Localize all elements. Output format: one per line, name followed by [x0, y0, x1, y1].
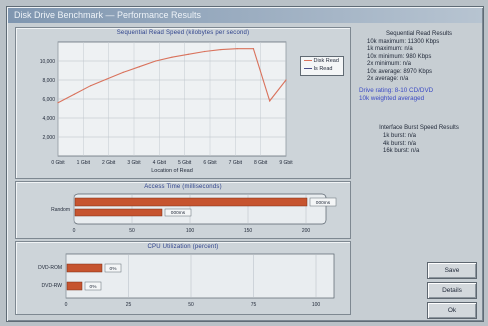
x-tick-label: 0 Gbit — [51, 160, 65, 166]
data-point — [73, 93, 75, 95]
access-time-chart: 0 50 100 150 200 Random 000ms 000ms — [51, 193, 337, 234]
sequential-results-list: 10k maximum: 11300 Kbps 1k maximum: n/a 10… — [359, 39, 479, 83]
legend-swatch-disk-read — [304, 60, 312, 62]
burst-results-list: 1k burst: n/a 4k burst: n/a 16k burst: n/a — [359, 133, 479, 155]
x-tick-label: 100 — [186, 228, 195, 234]
access-bar — [74, 208, 163, 217]
data-point — [106, 78, 108, 80]
bar-value-box — [164, 208, 192, 217]
access-time-title: Access Time (milliseconds) — [144, 184, 222, 190]
cpu-utilization-panel: CPU Utilization (percent) 0 25 50 75 100 DVD-… — [15, 241, 351, 315]
x-tick-label: 7 Gbit — [229, 160, 243, 166]
y-tick-label: 2,000 — [42, 135, 55, 141]
data-point — [57, 102, 59, 104]
x-tick-label: 3 Gbit — [127, 160, 141, 166]
bar-value-label: 000ms — [171, 210, 186, 216]
sequential-line-chart: 2,000 4,000 6,000 8,000 10,000 0 Gbit 1 Gbit 2 … — [40, 41, 293, 174]
access-time-panel: Access Time (milliseconds) 0 50 100 150 200 R… — [15, 181, 351, 239]
x-tick-label: 1 Gbit — [77, 160, 91, 166]
data-point — [236, 48, 238, 50]
burst-result-line: 16k burst: n/a — [383, 148, 420, 155]
burst-result-line: 1k burst: n/a — [383, 133, 417, 140]
sequential-chart-title: Sequential Read Speed (kilobytes per sec… — [116, 30, 250, 36]
bar-value-box — [309, 197, 337, 207]
sequential-result-line: 2x minimum: n/a — [367, 61, 412, 68]
cpu-bar — [66, 281, 83, 291]
sequential-result-line: 10k maximum: 11300 Kbps — [367, 39, 440, 45]
bar-value-label: 000ms — [316, 200, 331, 206]
data-point — [220, 49, 222, 51]
y-tick-label: 6,000 — [42, 97, 55, 103]
cpu-utilization-chart: 0 25 50 75 100 DVD-ROM 0% DVD-RW 0% — [38, 253, 335, 308]
bar-value-label: 0% — [90, 284, 98, 290]
sequential-result-line: 10x average: 8970 Kbps — [367, 68, 433, 75]
y-tick-label: 8,000 — [42, 78, 55, 84]
data-point — [155, 60, 157, 62]
data-point — [122, 71, 124, 73]
legend-label-is-read: Is Read — [313, 66, 333, 72]
data-point — [138, 66, 141, 68]
x-tick-label: 50 — [188, 302, 194, 308]
x-tick-label: 100 — [312, 302, 321, 308]
x-tick-label: 4 Gbit — [153, 160, 167, 166]
cpu-category-label: DVD-ROM — [38, 265, 62, 271]
x-axis-label: Location of Read — [151, 168, 193, 174]
save-button[interactable]: Save — [427, 262, 477, 279]
bar-value-box — [84, 281, 102, 291]
x-tick-label: 0 — [73, 228, 76, 234]
drive-rating: Drive rating: 8-10 CD/DVD — [359, 87, 434, 95]
burst-results-heading: Interface Burst Speed Results — [379, 125, 459, 132]
x-tick-label: 0 — [65, 302, 68, 308]
cpu-utilization-title: CPU Utilization (percent) — [147, 244, 219, 250]
x-tick-label: 2 Gbit — [102, 160, 116, 166]
x-tick-label: 6 Gbit — [203, 160, 217, 166]
bar-value-box — [104, 263, 122, 273]
x-tick-label: 200 — [302, 228, 311, 234]
y-tick-label: 4,000 — [42, 116, 55, 122]
details-button[interactable]: Details — [427, 282, 477, 299]
data-point — [285, 79, 287, 81]
data-point — [171, 56, 173, 58]
benchmark-window: Disk Drive Benchmark — Performance Resul… — [6, 6, 484, 322]
burst-result-line: 4k burst: n/a — [383, 140, 417, 147]
x-tick-label: 75 — [251, 302, 257, 308]
x-tick-label: 150 — [244, 228, 253, 234]
cpu-bar — [66, 263, 103, 273]
x-tick-label: 5 Gbit — [178, 160, 192, 166]
x-tick-label: 50 — [129, 228, 135, 234]
cpu-category-label: DVD-RW — [42, 283, 63, 289]
plot-area — [65, 253, 335, 299]
access-bar — [74, 197, 308, 207]
data-point — [89, 85, 92, 87]
window-title: Disk Drive Benchmark — Performance Resul… — [8, 8, 482, 23]
weighted-average: 10k weighted averaged — [359, 95, 425, 103]
bar-value-label: 0% — [110, 266, 118, 272]
x-tick-label: 8 Gbit — [254, 160, 268, 166]
sequential-chart-panel: Sequential Read Speed (kilobytes per sec… — [15, 27, 351, 179]
data-point — [187, 53, 189, 55]
ok-button[interactable]: Ok — [427, 302, 477, 319]
legend-label-disk-read: Disk Read — [313, 58, 339, 64]
sequential-result-line: 10x minimum: 980 Kbps — [367, 53, 432, 60]
y-tick-label: 10,000 — [40, 59, 56, 65]
sequential-result-line: 1k maximum: n/a — [367, 46, 413, 53]
legend-swatch-is-read — [304, 68, 312, 70]
sequential-results-heading: Sequential Read Results — [385, 31, 453, 37]
x-tick-label: 25 — [126, 302, 132, 308]
category-label: Random — [51, 207, 70, 213]
x-tick-label: 9 Gbit — [279, 160, 293, 166]
data-point — [269, 100, 271, 102]
sequential-result-line: 2x average: n/a — [367, 76, 409, 83]
results-column: Sequential Read Results 10k maximum: 113… — [359, 31, 479, 156]
chart-legend: Disk Read Is Read — [300, 56, 344, 76]
data-point — [252, 48, 255, 50]
data-point — [203, 50, 206, 53]
